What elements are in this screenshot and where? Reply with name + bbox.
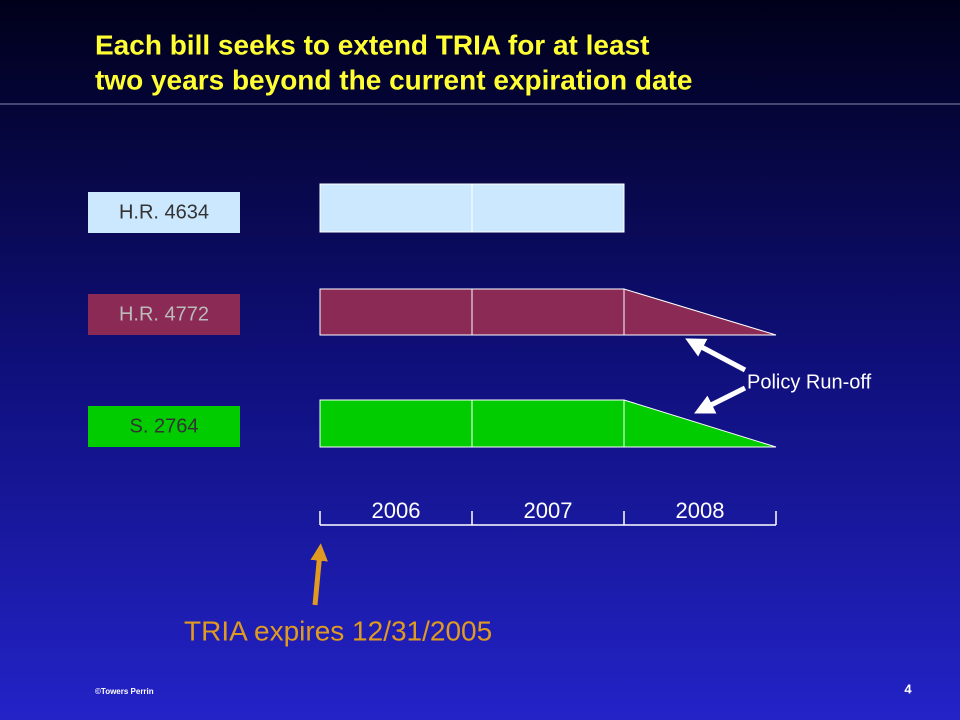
arrow — [685, 338, 747, 373]
page-number: 4 — [904, 681, 912, 696]
bar-segment — [319, 183, 473, 233]
bill-row: S. 2764 — [88, 399, 777, 448]
bar-segment — [319, 399, 473, 448]
bar-segment — [471, 399, 625, 448]
title-line: two years beyond the current expiration … — [95, 64, 692, 95]
year-label: 2007 — [524, 498, 573, 523]
runoff-label: Policy Run-off — [747, 371, 872, 393]
runoff-wedge — [623, 288, 777, 336]
title-line: Each bill seeks to extend TRIA for at le… — [95, 29, 649, 60]
bill-label: H.R. 4634 — [119, 201, 209, 223]
bill-box — [88, 406, 240, 447]
bill-label: H.R. 4772 — [119, 303, 209, 325]
copyright: ©Towers Perrin — [95, 687, 154, 696]
bill-box — [88, 294, 240, 335]
bar-segment — [471, 183, 625, 233]
timeline-axis — [319, 511, 777, 526]
bill-label: S. 2764 — [130, 415, 199, 437]
bill-row: H.R. 4634 — [88, 183, 625, 233]
bill-row: H.R. 4772 — [88, 288, 777, 336]
bill-box — [88, 192, 240, 233]
year-label: 2008 — [676, 498, 725, 523]
bar-segment — [471, 288, 625, 336]
year-label: 2006 — [372, 498, 421, 523]
expiry-arrow — [310, 543, 328, 606]
expiry-label: TRIA expires 12/31/2005 — [184, 615, 492, 646]
arrow — [694, 385, 747, 414]
bar-segment — [319, 288, 473, 336]
runoff-wedge — [623, 399, 777, 448]
